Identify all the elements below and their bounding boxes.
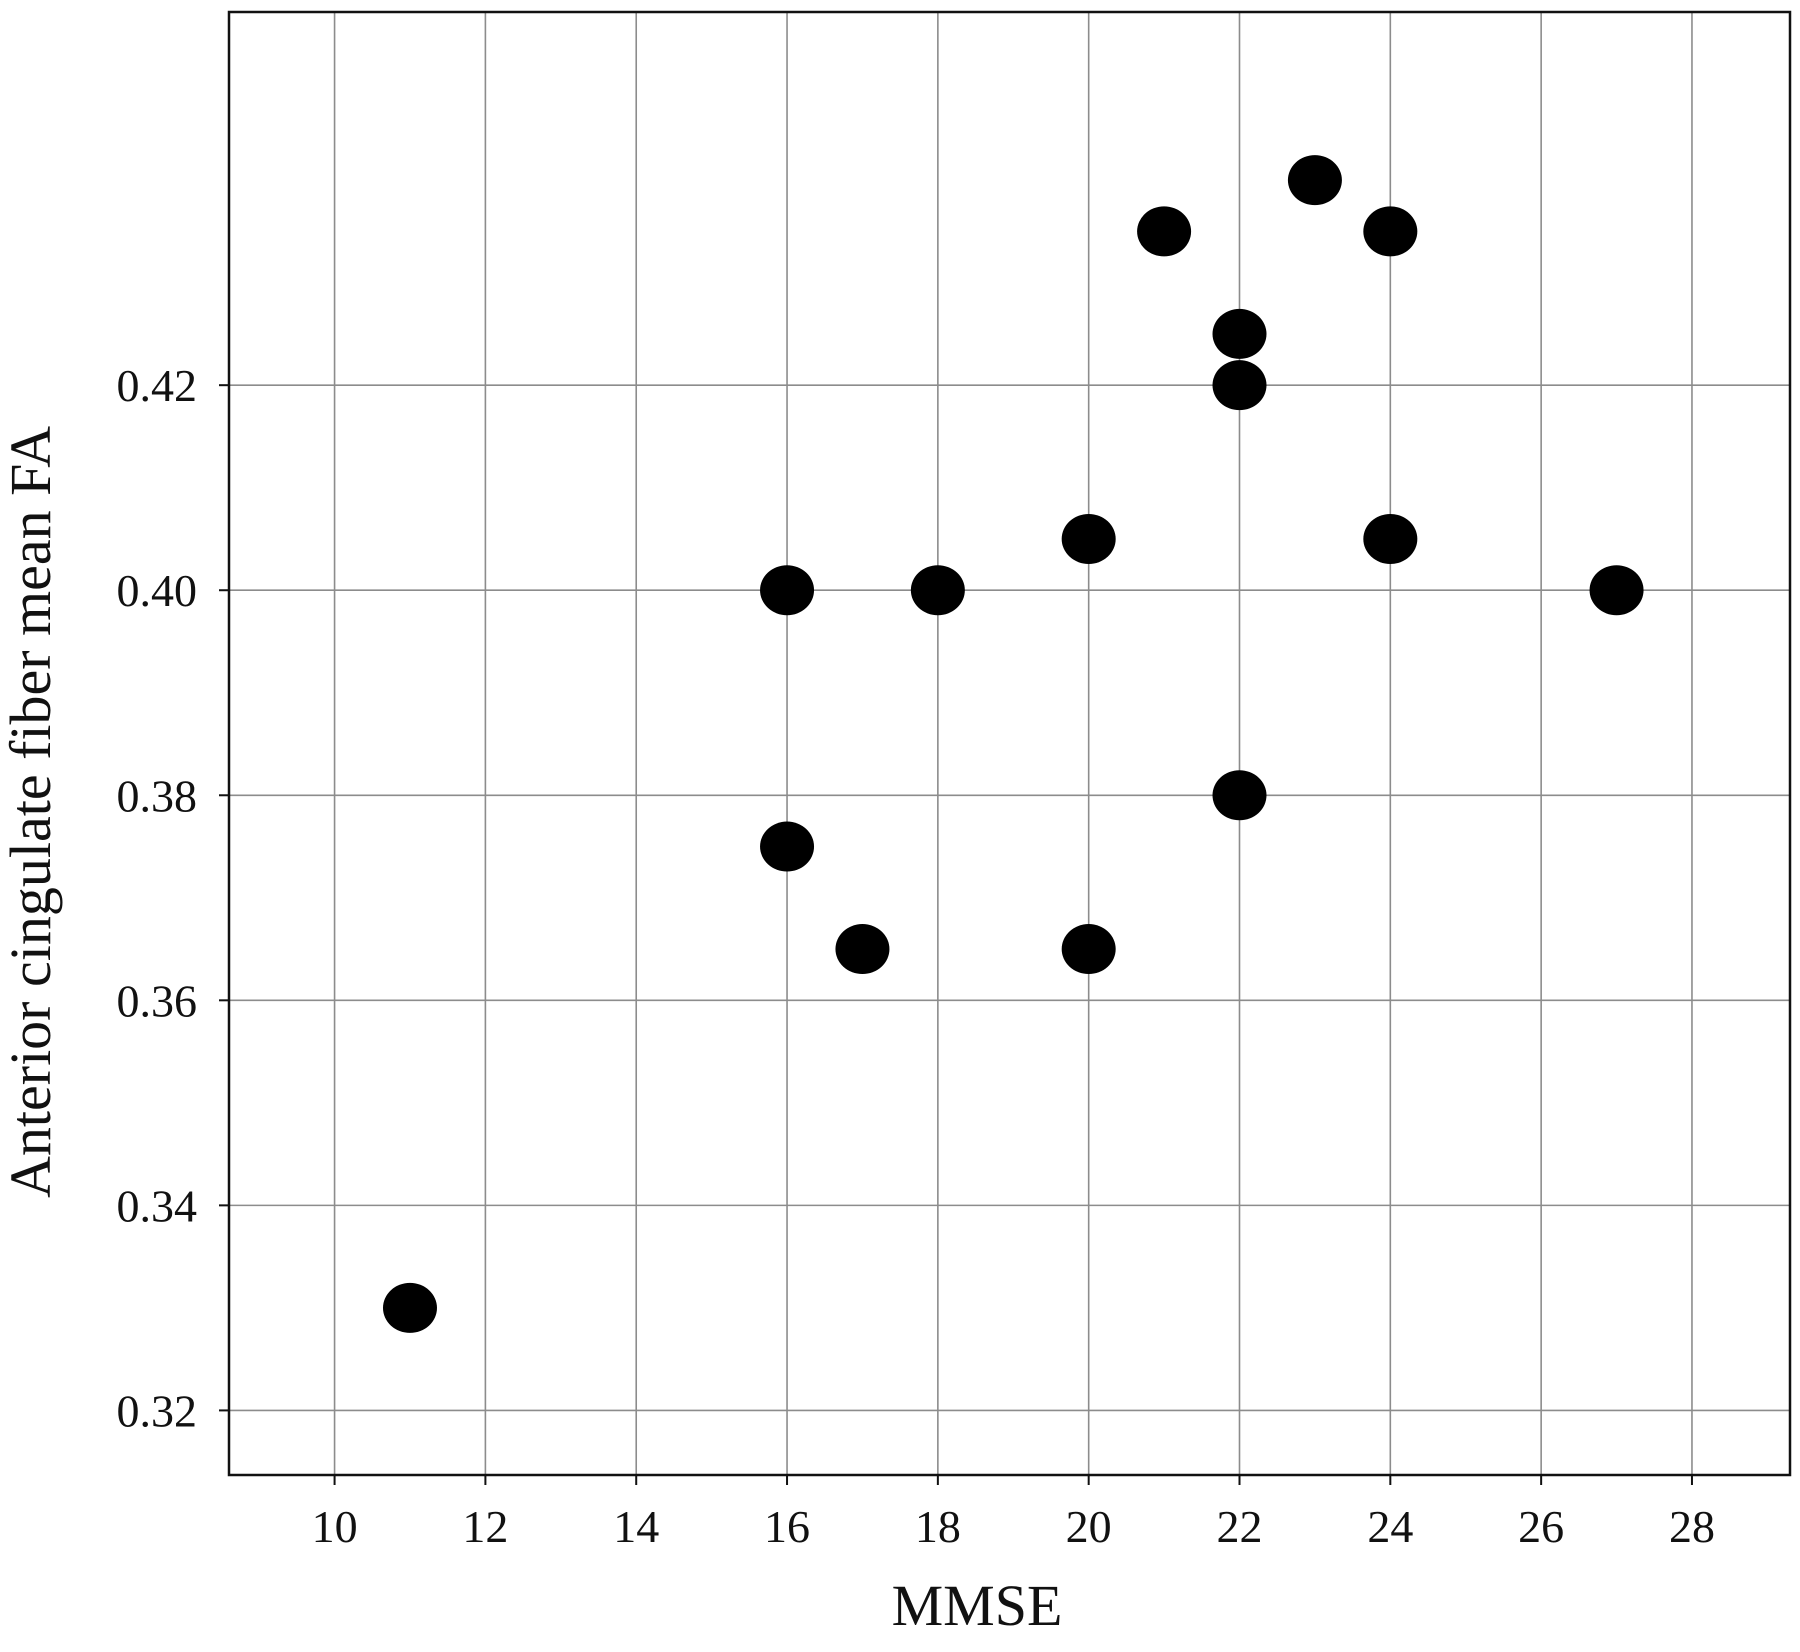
y-axis-label: Anterior cingulate fiber mean FA bbox=[0, 426, 63, 1198]
y-tick-label: 0.36 bbox=[117, 975, 198, 1026]
data-point bbox=[1212, 770, 1267, 821]
data-point bbox=[760, 565, 815, 616]
x-tick-label: 10 bbox=[312, 1501, 358, 1552]
data-points bbox=[382, 155, 1644, 1333]
x-tick-label: 20 bbox=[1066, 1501, 1112, 1552]
y-tick-label: 0.42 bbox=[117, 360, 198, 411]
data-point bbox=[1212, 308, 1267, 359]
axis-ticks bbox=[219, 384, 1693, 1485]
data-point bbox=[1137, 206, 1192, 257]
x-tick-label: 24 bbox=[1367, 1501, 1413, 1552]
y-tick-label: 0.38 bbox=[117, 770, 198, 821]
y-tick-label: 0.32 bbox=[117, 1385, 198, 1436]
data-point bbox=[1061, 924, 1116, 975]
data-point bbox=[760, 821, 815, 872]
data-point bbox=[1363, 513, 1418, 564]
plot-frame bbox=[227, 10, 1792, 1477]
x-tick-label: 18 bbox=[915, 1501, 961, 1552]
data-point bbox=[910, 565, 965, 616]
data-point bbox=[835, 924, 890, 975]
data-point bbox=[1363, 206, 1418, 257]
x-tick-label: 16 bbox=[764, 1501, 810, 1552]
data-point bbox=[382, 1282, 437, 1333]
x-axis-label: MMSE bbox=[892, 1573, 1063, 1638]
grid bbox=[229, 12, 1790, 1475]
y-tick-label: 0.40 bbox=[117, 565, 198, 616]
x-tick-labels: 10 12 14 16 18 20 22 24 26 28 bbox=[312, 1501, 1715, 1552]
x-tick-label: 12 bbox=[462, 1501, 508, 1552]
x-tick-label: 22 bbox=[1217, 1501, 1263, 1552]
data-point bbox=[1061, 513, 1116, 564]
data-point bbox=[1287, 155, 1342, 206]
data-point bbox=[1589, 565, 1644, 616]
y-tick-labels: 0.32 0.34 0.36 0.38 0.40 0.42 bbox=[117, 360, 198, 1436]
x-tick-label: 26 bbox=[1518, 1501, 1564, 1552]
x-tick-label: 14 bbox=[613, 1501, 659, 1552]
y-tick-label: 0.34 bbox=[117, 1180, 198, 1231]
data-point bbox=[1212, 360, 1267, 411]
x-tick-label: 28 bbox=[1669, 1501, 1715, 1552]
